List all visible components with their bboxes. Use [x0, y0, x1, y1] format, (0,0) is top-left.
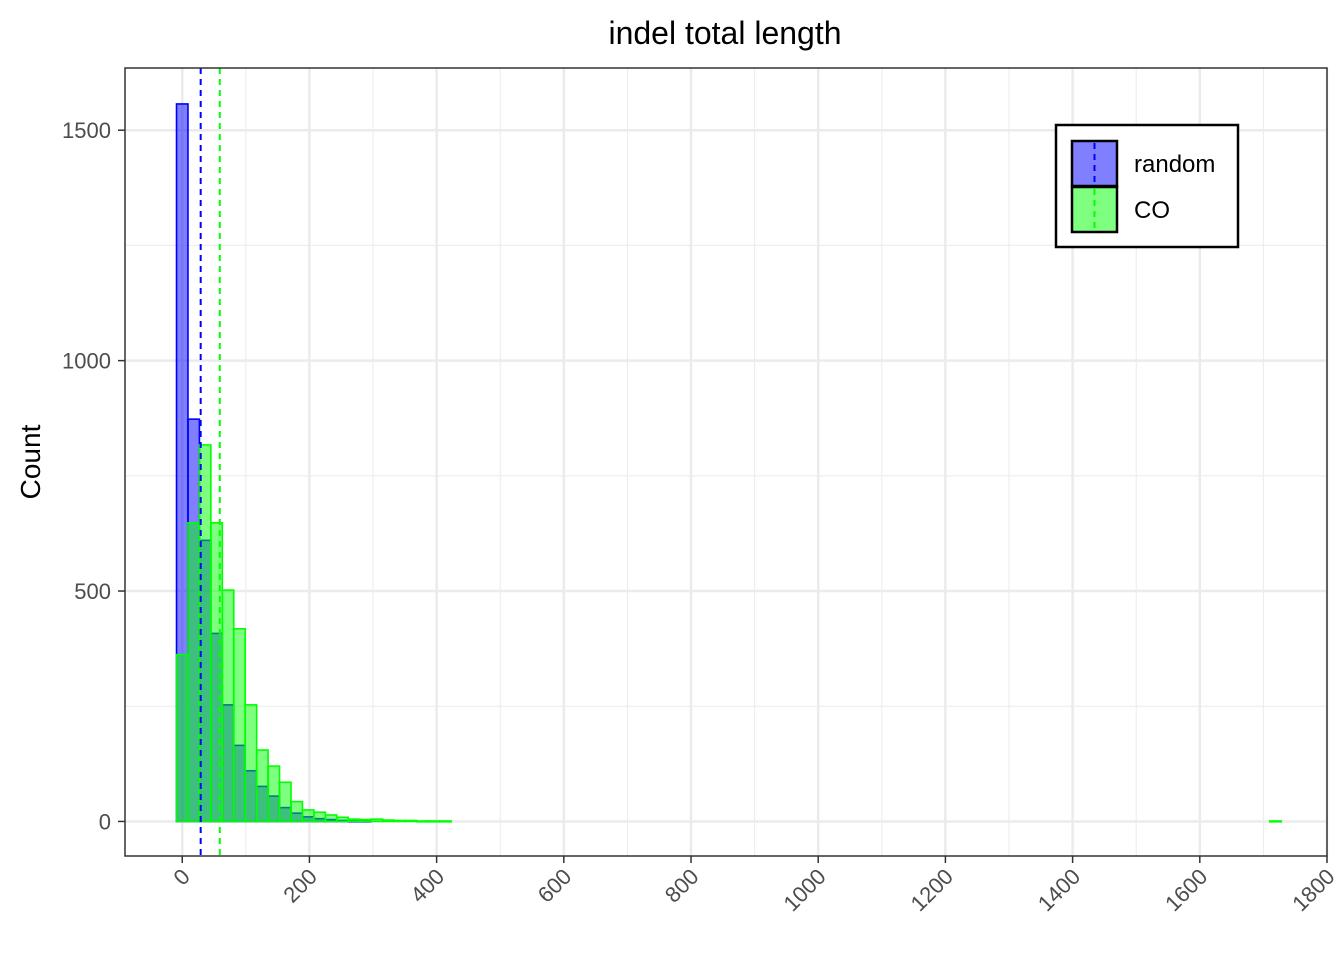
bar-CO [393, 819, 407, 823]
bar-CO [278, 781, 292, 823]
bar-CO [427, 820, 441, 823]
bar-CO [267, 765, 281, 823]
y-tick-label: 1500 [62, 118, 111, 143]
x-tick-label: 1800 [1287, 864, 1339, 916]
bar-CO [416, 820, 430, 823]
bar-CO [335, 816, 350, 823]
x-tick-label: 1000 [778, 864, 830, 916]
y-tick-label: 0 [99, 809, 111, 834]
x-tick-label: 0 [168, 864, 194, 890]
y-tick-label: 1000 [62, 349, 111, 374]
bar-CO [358, 818, 372, 823]
bar-CO [221, 589, 235, 823]
y-tick-label: 500 [74, 579, 111, 604]
histogram-bars [175, 103, 1283, 823]
x-tick-label: 400 [406, 864, 450, 908]
bar-CO [404, 819, 418, 823]
bar-CO [255, 749, 269, 823]
plot-panel-border [124, 67, 1328, 857]
x-tick-label: 1600 [1160, 864, 1212, 916]
y-axis-title: Count [15, 424, 46, 499]
x-tick-label: 600 [533, 864, 577, 908]
legend-label-CO: CO [1134, 197, 1170, 224]
bar-CO [175, 653, 189, 823]
bar-CO [324, 814, 338, 823]
x-tick-label: 1400 [1033, 864, 1085, 916]
bar-CO [439, 820, 453, 823]
legend: random CO [1054, 123, 1240, 249]
bar-CO [313, 811, 327, 823]
bar-CO [381, 819, 395, 823]
bar-CO [370, 818, 384, 823]
bar-CO [187, 522, 201, 823]
bar-CO [1268, 820, 1283, 823]
bar-CO [290, 800, 304, 823]
bar-CO [232, 628, 246, 823]
bar-CO [301, 809, 315, 823]
bar-CO [347, 818, 361, 823]
legend-label-random: random [1134, 151, 1215, 178]
series-CO [175, 444, 1283, 823]
chart-title: indel total length [608, 15, 841, 51]
x-tick-label: 200 [278, 864, 322, 908]
x-tick-label: 1200 [906, 864, 958, 916]
bar-CO [244, 704, 258, 823]
x-tick-label: 800 [660, 864, 704, 908]
